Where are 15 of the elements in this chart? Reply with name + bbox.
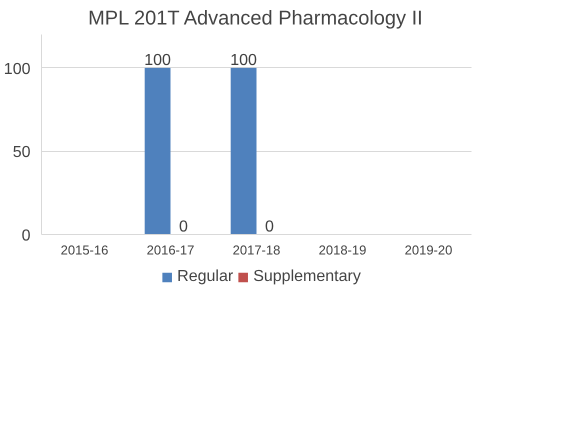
chart-title: MPL 201T Advanced Pharmacology II: [88, 8, 423, 30]
y-tick-label: 100: [4, 60, 31, 78]
x-tick-label: 2019-20: [404, 242, 452, 258]
x-tick-label: 2018-19: [318, 242, 366, 258]
x-tick-label: 2015-16: [60, 242, 108, 258]
x-tick-label: 2017-18: [232, 242, 280, 258]
data-label: 100: [144, 52, 172, 69]
data-label: 0: [178, 218, 188, 236]
y-tick-label: 0: [22, 228, 31, 244]
legend-label: Regular: [177, 268, 234, 286]
data-label: 0: [264, 218, 274, 236]
legend-label: Supplementary: [253, 268, 361, 286]
data-label: 100: [230, 52, 258, 69]
x-tick-label: 2016-17: [146, 242, 194, 258]
y-tick-label: 50: [12, 144, 31, 162]
